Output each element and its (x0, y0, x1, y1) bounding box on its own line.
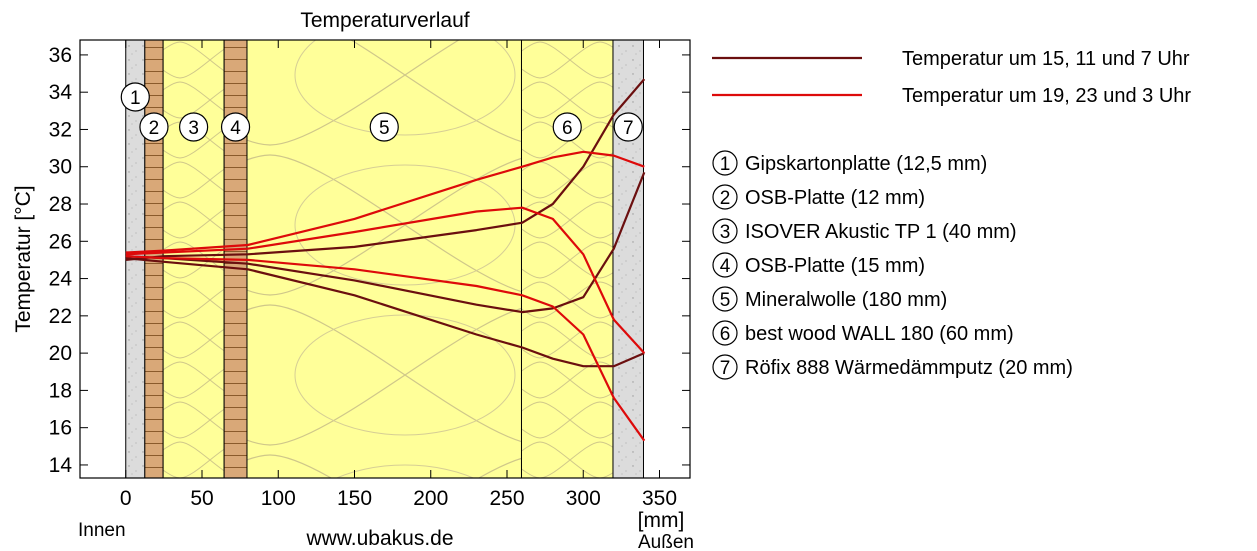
y-tick-label: 14 (49, 454, 73, 477)
legend-layer-number: 6 (720, 324, 731, 345)
y-tick-label: 18 (49, 379, 72, 402)
legend-item-layer-7: 7 Röfix 888 Wärmedämmputz (20 mm) (712, 354, 1073, 380)
legend-layer-name: OSB-Platte (12 mm) (745, 187, 925, 209)
x-tick-label: 50 (190, 487, 213, 510)
legend-layer-name: best wood WALL 180 (60 mm) (745, 323, 1014, 345)
temperature-line-s1-1 (125, 78, 646, 261)
legend-item-layer-2: 2 OSB-Platte (12 mm) (712, 184, 925, 210)
y-tick-label: 16 (49, 417, 72, 440)
x-tick-label: 200 (413, 487, 448, 510)
temperature-line-s2-3 (125, 255, 646, 442)
x-tick-label: 100 (261, 487, 296, 510)
legend-series-label: Temperatur um 19, 23 und 3 Uhr (902, 85, 1191, 107)
legend-layer-number: 3 (720, 222, 731, 243)
y-tick-label: 28 (49, 193, 72, 216)
x-axis-unit: [mm] (638, 509, 685, 532)
layer-number-labels: 12 3 4 5 6 7 (120, 82, 643, 142)
x-tick-label: 350 (642, 487, 677, 510)
y-axis-label: Temperatur [°C] (12, 185, 35, 332)
layer-7 (612, 40, 644, 478)
x-tick-label: 300 (566, 487, 601, 510)
legend-layer-circle (712, 252, 738, 278)
legend-layer-circle (712, 320, 738, 346)
temperature-lines (125, 78, 646, 442)
legend-layer-circle (712, 286, 738, 312)
layer-label-2: 2 (139, 112, 169, 142)
legend-item-layer-5: 5 Mineralwolle (180 mm) (712, 286, 947, 312)
legend: Temperatur um 15, 11 und 7 Uhr Temperatur… (712, 48, 1191, 380)
temperature-line-s2-2 (125, 206, 646, 354)
legend-item-layer-6: 6 best wood WALL 180 (60 mm) (712, 320, 1014, 346)
legend-layer-name: OSB-Platte (15 mm) (745, 255, 925, 277)
layer-label-4: 4 (220, 112, 251, 142)
layer-label-7: 7 (613, 112, 643, 142)
source-label: www.ubakus.de (305, 527, 453, 550)
legend-layer-name: Mineralwolle (180 mm) (745, 289, 947, 311)
layer-label-number: 5 (379, 118, 390, 139)
legend-layer-circle (712, 184, 738, 210)
layer-label-circle (120, 82, 150, 112)
layer-label-1: 1 (120, 82, 150, 112)
layer-label-3: 3 (179, 112, 209, 142)
layer-label-circle (613, 112, 643, 142)
plot-frame (79, 39, 691, 479)
legend-layer-number: 7 (720, 358, 731, 379)
legend-item-series-2: Temperatur um 19, 23 und 3 Uhr (712, 85, 1191, 107)
legend-layer-circle (712, 218, 738, 244)
y-tick-label: 30 (49, 156, 72, 179)
x-tick-label: 0 (120, 487, 132, 510)
x-axis: 0 50 100 150 200 250 300 350 (120, 40, 677, 510)
layer-label-circle (139, 112, 169, 142)
y-tick-label: 26 (49, 230, 72, 253)
y-tick-label: 34 (49, 81, 73, 104)
legend-layer-name: Gipskartonplatte (12,5 mm) (745, 153, 987, 175)
layer-label-number: 6 (562, 118, 573, 139)
legend-layer-number: 5 (720, 290, 731, 311)
layer-label-circle (552, 112, 582, 142)
temperature-line-s2-1 (125, 150, 645, 254)
x-tick-label: 150 (337, 487, 372, 510)
legend-layer-number: 2 (720, 188, 731, 209)
legend-item-layer-1: 1 Gipskartonplatte (12,5 mm) (712, 150, 987, 176)
layer-6 (520, 40, 614, 478)
layer-label-number: 7 (623, 118, 634, 139)
legend-item-layer-4: 4 OSB-Platte (15 mm) (712, 252, 925, 278)
legend-layer-name: ISOVER Akustic TP 1 (40 mm) (745, 221, 1017, 243)
legend-series-label: Temperatur um 15, 11 und 7 Uhr (902, 48, 1190, 70)
layer-5 (246, 40, 522, 478)
legend-layer-circle (712, 354, 738, 380)
layer-label-number: 4 (230, 118, 241, 139)
layer-label-number: 3 (188, 118, 199, 139)
inside-label: Innen (78, 520, 126, 541)
y-tick-label: 20 (49, 342, 72, 365)
layer-label-number: 2 (149, 118, 160, 139)
legend-item-layer-3: 3 ISOVER Akustic TP 1 (40 mm) (712, 218, 1017, 244)
layer-label-circle (179, 112, 209, 142)
y-tick-label: 32 (49, 118, 72, 141)
legend-layer-circle (712, 150, 738, 176)
layer-label-5: 5 (369, 112, 399, 142)
outside-label: Außen (638, 532, 694, 551)
layer-label-number: 1 (130, 88, 141, 109)
legend-layer-number: 4 (720, 256, 731, 277)
chart-title: Temperaturverlauf (300, 9, 469, 32)
temperature-line-s1-2 (125, 171, 646, 314)
layer-label-circle (369, 112, 399, 142)
layer-label-circle (220, 112, 251, 142)
y-tick-label: 36 (49, 44, 72, 67)
layer-label-6: 6 (552, 112, 582, 142)
y-tick-label: 22 (49, 305, 72, 328)
legend-item-series-1: Temperatur um 15, 11 und 7 Uhr (712, 48, 1190, 70)
x-tick-label: 250 (489, 487, 524, 510)
legend-layer-number: 1 (720, 154, 731, 175)
legend-layer-name: Röfix 888 Wärmedämmputz (20 mm) (745, 357, 1073, 379)
y-tick-label: 24 (49, 268, 73, 291)
